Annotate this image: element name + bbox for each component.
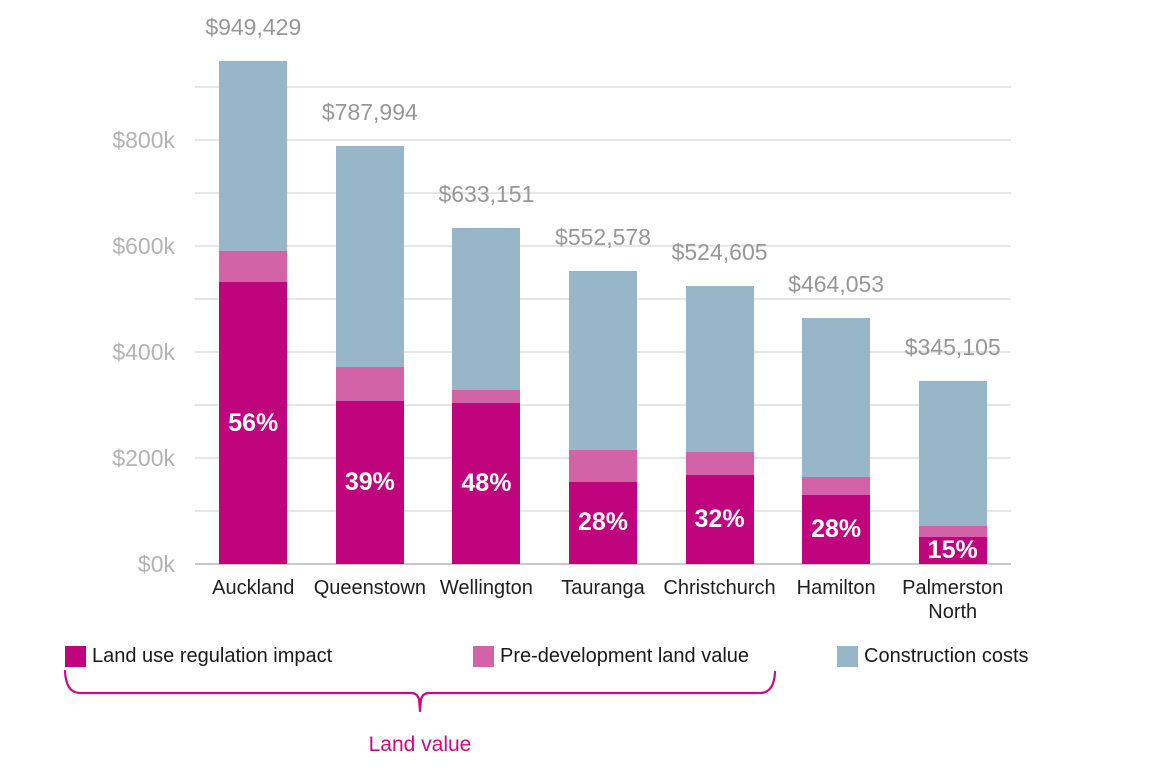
bar-segment-land-use-regulation-impact	[335, 401, 404, 564]
y-axis-tick-label: $400k	[112, 339, 175, 365]
legend-label: Pre-development land value	[500, 645, 750, 667]
bar-segment-construction-costs	[452, 228, 521, 390]
y-axis-tick-label: $200k	[112, 445, 175, 471]
legend-swatch	[65, 645, 86, 667]
bar-total-label: $464,053	[788, 271, 885, 298]
category-label-palmerston-north: Palmerston North	[902, 577, 1004, 623]
regulation-percent-label: 15%	[927, 535, 978, 564]
bar-segment-pre-development-land-value	[918, 525, 987, 537]
regulation-percent-label: 28%	[811, 515, 862, 544]
category-label-auckland: Auckland	[212, 577, 295, 599]
bar-total-label: $524,605	[671, 238, 768, 265]
y-axis-tick-label: $600k	[112, 233, 175, 259]
category-label-hamilton: Hamilton	[796, 577, 876, 599]
gridline	[195, 139, 1011, 141]
regulation-percent-label: 39%	[344, 468, 395, 497]
bar-segment-construction-costs	[802, 318, 871, 478]
land-value-annotation-label: Land value	[368, 733, 472, 756]
legend-swatch	[473, 645, 494, 667]
bar-total-label: $949,429	[205, 13, 302, 40]
bar-segment-land-use-regulation-impact	[802, 495, 871, 564]
bar-segment-construction-costs	[335, 146, 404, 368]
legend-swatch	[837, 645, 858, 667]
bar-segment-construction-costs	[685, 285, 754, 452]
bar-total-label: $787,994	[321, 99, 418, 126]
gridline	[195, 245, 1011, 247]
regulation-percent-label: 56%	[228, 408, 279, 437]
bar-segment-land-use-regulation-impact	[685, 475, 754, 564]
bar-segment-land-use-regulation-impact	[569, 481, 637, 564]
gridline	[195, 86, 1011, 88]
y-axis-tick-label: $800k	[112, 127, 175, 153]
bar-segment-pre-development-land-value	[335, 367, 404, 402]
bar-segment-construction-costs	[219, 60, 288, 252]
bar-segment-construction-costs	[918, 381, 987, 526]
category-label-wellington: Wellington	[439, 577, 533, 599]
bar-segment-pre-development-land-value	[802, 477, 871, 496]
bar-segment-land-use-regulation-impact	[219, 282, 288, 564]
legend-item-construction-costs: Construction costs	[837, 645, 1029, 667]
regulation-percent-label: 48%	[461, 468, 512, 497]
legend-label: Land use regulation impact	[92, 645, 333, 667]
category-label-queenstown: Queenstown	[313, 577, 426, 599]
category-label-tauranga: Tauranga	[561, 577, 645, 599]
category-label-christchurch: Christchurch	[663, 577, 776, 599]
bar-total-label: $552,578	[555, 224, 651, 251]
bar-segment-land-use-regulation-impact	[452, 402, 521, 564]
bar-segment-pre-development-land-value	[452, 389, 521, 403]
legend-label: Construction costs	[864, 645, 1029, 667]
legend-item-pre-development-land-value: Pre-development land value	[473, 645, 749, 667]
bar-segment-construction-costs	[569, 271, 637, 451]
regulation-percent-label: 32%	[694, 505, 745, 533]
regulation-percent-label: 28%	[577, 508, 629, 537]
bar-segment-pre-development-land-value	[219, 251, 288, 283]
legend-item-land-use-regulation-impact: Land use regulation impact	[65, 645, 332, 667]
x-axis-line	[195, 563, 1011, 565]
bar-segment-pre-development-land-value	[569, 450, 637, 482]
bar-total-label: $633,151	[438, 181, 535, 208]
bar-segment-land-use-regulation-impact	[918, 536, 987, 564]
land-value-brace	[63, 669, 777, 713]
bar-segment-pre-development-land-value	[685, 451, 754, 475]
gridline	[195, 192, 1011, 194]
y-axis-tick-label: $0k	[137, 551, 175, 577]
bar-total-label: $345,105	[904, 334, 1001, 361]
